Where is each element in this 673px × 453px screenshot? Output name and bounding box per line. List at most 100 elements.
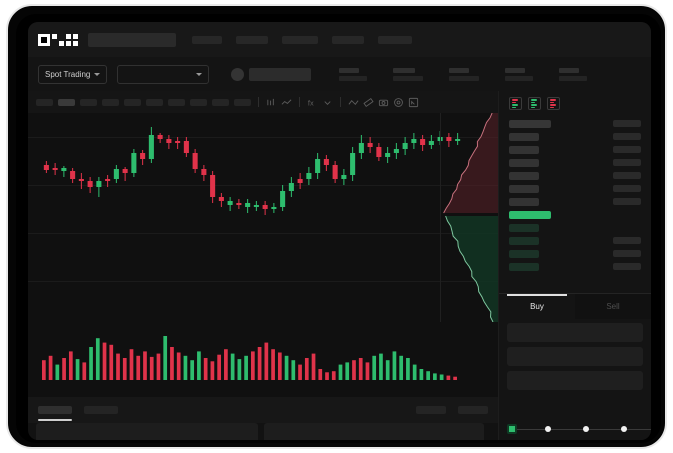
orders-tab-1[interactable]	[84, 406, 118, 414]
mode-row	[512, 106, 517, 108]
step-dot-4[interactable]	[621, 426, 627, 432]
market-stats	[339, 67, 588, 81]
svg-text:fx: fx	[308, 98, 314, 107]
orders-tab-0[interactable]	[38, 406, 72, 421]
orderbook-bid-row[interactable]	[509, 247, 641, 260]
tab-buy[interactable]: Buy	[499, 294, 575, 319]
orderbook-size	[613, 159, 641, 166]
gridline-3	[28, 281, 498, 282]
order-amount-field[interactable]	[507, 347, 643, 366]
timeframe-button-5[interactable]	[146, 98, 163, 106]
orderbook-ask-row[interactable]	[509, 156, 641, 169]
step-dot-3[interactable]	[583, 426, 589, 432]
orders-tabs-right	[416, 406, 488, 414]
trading-pair-selector[interactable]	[117, 64, 210, 84]
stat-value	[339, 75, 368, 81]
timeframe-button-6[interactable]	[168, 98, 185, 106]
nav-item-3[interactable]	[332, 35, 364, 44]
mode-row	[531, 99, 538, 101]
stat-label	[449, 67, 470, 73]
timeframe-selector[interactable]	[36, 98, 251, 106]
timeframe-button-8[interactable]	[212, 98, 229, 106]
toolbar-divider	[258, 97, 259, 107]
orderbook-size	[613, 263, 641, 270]
orderbook-spread-row[interactable]	[509, 208, 641, 221]
order-total-field[interactable]	[507, 371, 643, 390]
fullscreen-icon[interactable]	[408, 97, 419, 108]
timeframe-button-0[interactable]	[36, 98, 53, 106]
ruler-icon[interactable]	[363, 97, 374, 108]
step-dot-2[interactable]	[545, 426, 551, 432]
timeframe-button-1[interactable]	[58, 98, 75, 106]
orderbook-size	[613, 237, 641, 244]
orderbook-rows[interactable]	[499, 117, 651, 273]
orderbook-ask-row[interactable]	[509, 130, 641, 143]
both-depth-icon[interactable]	[509, 97, 522, 110]
tab-sell-label: Sell	[606, 302, 620, 311]
buy-sell-tabs: Buy Sell	[499, 293, 651, 319]
tab-sell[interactable]: Sell	[575, 294, 651, 319]
orderbook-header-row[interactable]	[509, 117, 641, 130]
indicators-icon[interactable]: fx	[307, 97, 318, 108]
camera-icon[interactable]	[378, 97, 389, 108]
line-chart-icon[interactable]	[281, 97, 292, 108]
okx-logo-icon[interactable]	[38, 33, 78, 46]
nav-item-0[interactable]	[192, 35, 222, 44]
bids-only-icon[interactable]	[528, 97, 541, 110]
orderbook-price	[509, 223, 539, 232]
nav-item-1[interactable]	[236, 35, 268, 44]
nav-item-4[interactable]	[378, 35, 412, 44]
orders-tabs-left	[38, 406, 118, 421]
timeframe-button-4[interactable]	[124, 98, 141, 106]
orderbook-ask-row[interactable]	[509, 195, 641, 208]
chevron-down-icon	[196, 72, 203, 76]
timeframe-button-7[interactable]	[190, 98, 207, 106]
onboarding-stepper[interactable]	[507, 423, 651, 437]
orderbook-bid-row[interactable]	[509, 260, 641, 273]
mode-row	[550, 104, 557, 106]
tablet-device-frame: Spot Trading	[6, 4, 667, 449]
mode-row	[512, 104, 519, 106]
top-navigation-bar	[28, 22, 651, 57]
market-stat-3	[505, 67, 534, 81]
chevron-down-icon	[94, 72, 101, 76]
mode-row	[512, 99, 519, 101]
trendline-icon[interactable]	[348, 97, 359, 108]
order-price-field[interactable]	[507, 323, 643, 342]
orderbook-bid-row[interactable]	[509, 234, 641, 247]
market-stat-0	[339, 67, 368, 81]
candlestick-chart-icon[interactable]	[266, 97, 277, 108]
timeframe-button-3[interactable]	[102, 98, 119, 106]
market-stat-1	[393, 67, 424, 81]
orderbook-ask-row[interactable]	[509, 169, 641, 182]
logo-o-mark	[38, 33, 50, 46]
candlestick-chart[interactable]	[28, 113, 498, 322]
chevron-down-icon[interactable]	[322, 97, 333, 108]
orderbook-bid-row[interactable]	[509, 221, 641, 234]
logo-x-mark	[66, 33, 78, 46]
orders-action-1[interactable]	[458, 406, 488, 414]
mode-row	[550, 106, 555, 108]
stat-label	[559, 67, 580, 73]
market-stat-2	[449, 67, 480, 81]
step-dot-1[interactable]	[507, 424, 517, 434]
orderbook-size	[613, 198, 641, 205]
orderbook-ask-row[interactable]	[509, 143, 641, 156]
orderbook-price	[509, 171, 539, 180]
stat-label	[505, 67, 526, 73]
orderbook-ask-row[interactable]	[509, 182, 641, 195]
device-bezel: Spot Trading	[16, 14, 661, 443]
volume-histogram	[28, 322, 498, 397]
orderbook-price	[509, 210, 551, 219]
asks-only-icon[interactable]	[547, 97, 560, 110]
ticker-bar: Spot Trading	[28, 57, 651, 91]
nav-item-2[interactable]	[282, 35, 318, 44]
market-type-selector[interactable]: Spot Trading	[38, 64, 108, 84]
orders-action-0[interactable]	[416, 406, 446, 414]
timeframe-button-2[interactable]	[80, 98, 97, 106]
settings-circle-icon[interactable]	[393, 97, 404, 108]
search-input[interactable]	[88, 32, 176, 47]
timeframe-button-9[interactable]	[234, 98, 251, 106]
stepper-track	[513, 429, 651, 430]
orderbook-display-modes[interactable]	[499, 91, 651, 110]
